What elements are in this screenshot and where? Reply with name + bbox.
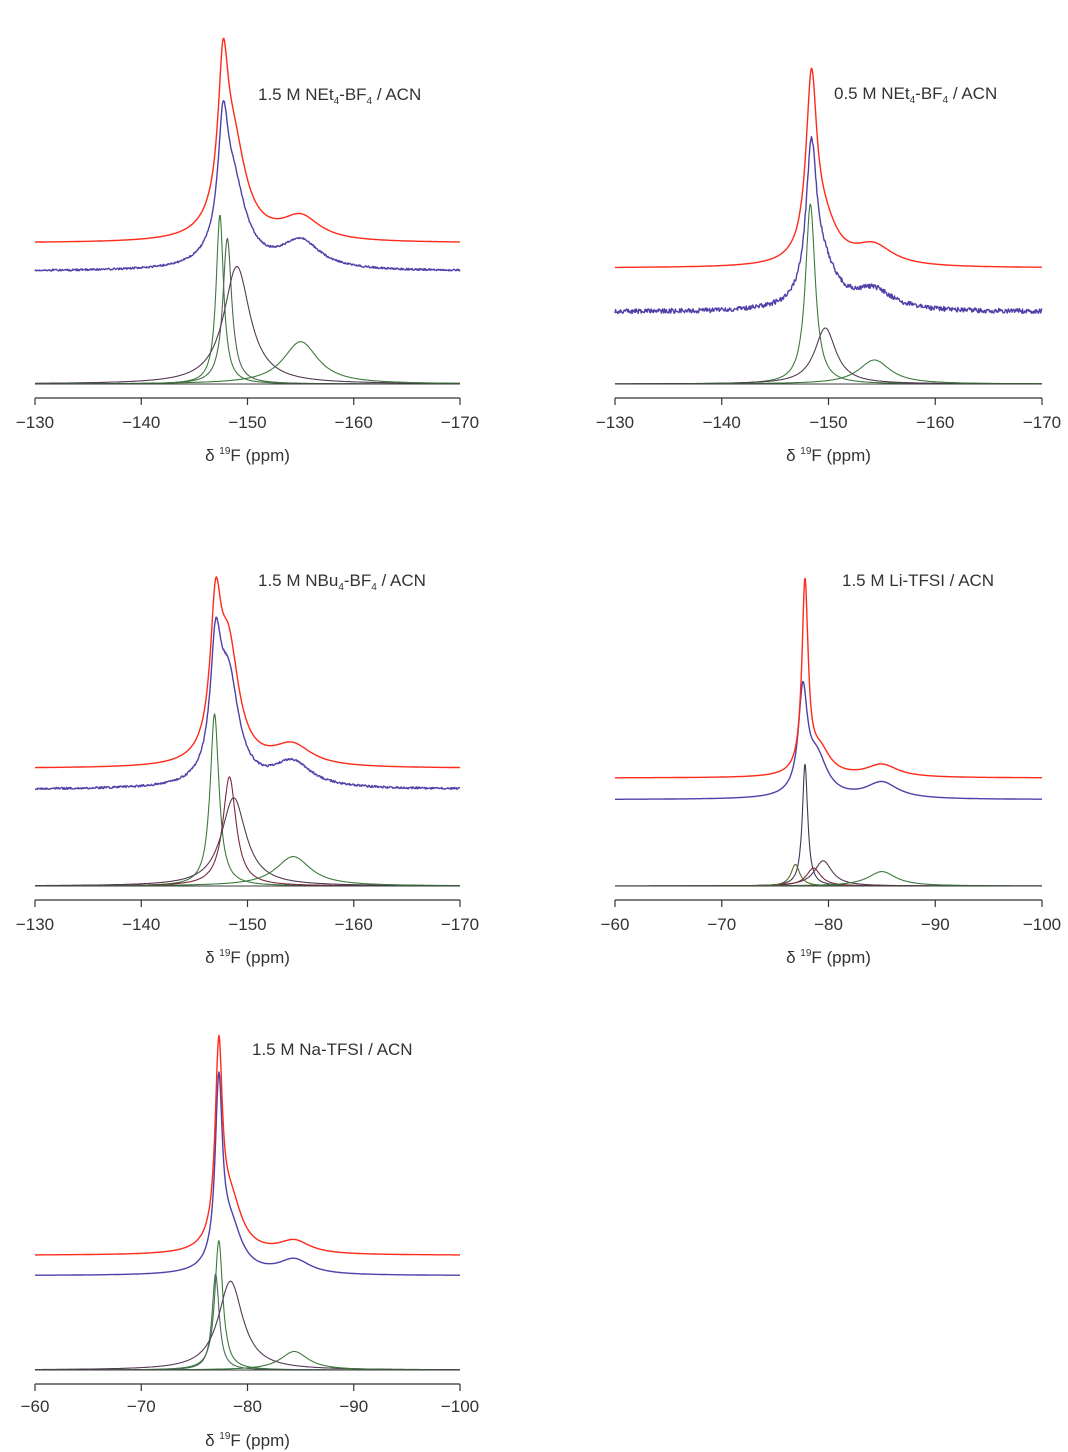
panel-title: 0.5 M NEt4-BF4 / ACN (834, 84, 997, 106)
fit-component-trace (35, 341, 460, 385)
x-tick-label: −170 (1023, 413, 1061, 432)
x-tick-label: −80 (233, 1397, 262, 1416)
panel-title: 1.5 M NEt4-BF4 / ACN (258, 85, 421, 107)
fit-component-trace (35, 1280, 460, 1371)
fit-component-trace (35, 1350, 460, 1371)
x-tick-label: −70 (127, 1397, 156, 1416)
fit-component-trace (35, 776, 460, 887)
x-tick-label: −140 (122, 413, 160, 432)
fit-component-trace (615, 327, 1042, 385)
x-axis-title: δ 19F (ppm) (205, 948, 290, 967)
x-tick-label: −90 (921, 915, 950, 934)
x-tick-label: −160 (335, 413, 373, 432)
panel-4: −60 −70 −80 −90 −100 δ 19F (ppm) 1.5 M Li-TFSI… (601, 571, 1062, 967)
x-tick-label: −130 (16, 413, 54, 432)
x-tick-label: −150 (228, 915, 266, 934)
x-tick-label: −140 (703, 413, 741, 432)
fit-component-trace (35, 797, 460, 887)
panel-3: −130 −140 −150 −160 −170 δ 19F (ppm) 1.5 M NBu… (16, 571, 479, 967)
panel-5: −60 −70 −80 −90 −100 δ 19F (ppm) 1.5 M Na-TFSI… (21, 1034, 479, 1450)
spectrum-trace (34, 37, 461, 243)
fit-component-trace (35, 1240, 460, 1371)
fit-component-trace (615, 863, 1042, 887)
x-tick-label: −150 (809, 413, 847, 432)
x-tick-label: −70 (707, 915, 736, 934)
x-tick-label: −90 (339, 1397, 368, 1416)
x-axis-title: δ 19F (ppm) (205, 446, 290, 465)
panel-title: 1.5 M Na-TFSI / ACN (252, 1040, 413, 1059)
fit-component-trace (615, 764, 1042, 887)
x-tick-label: −80 (814, 915, 843, 934)
spectrum-trace (34, 1034, 461, 1256)
panel-2: −130 −140 −150 −160 −170 δ 19F (ppm) 0.5 M NEt… (596, 67, 1061, 465)
x-tick-label: −100 (441, 1397, 479, 1416)
panel-title: 1.5 M NBu4-BF4 / ACN (258, 571, 426, 593)
x-tick-label: −160 (916, 413, 954, 432)
spectrum-trace (614, 577, 1043, 779)
fit-component-trace (35, 713, 460, 887)
fit-component-trace (35, 237, 460, 385)
spectrum-trace (614, 680, 1043, 800)
spectrum-trace (34, 576, 461, 769)
x-tick-label: −60 (601, 915, 630, 934)
x-tick-label: −170 (441, 915, 479, 934)
fit-component-trace (615, 203, 1042, 385)
panel-title: 1.5 M Li-TFSI / ACN (842, 571, 994, 590)
x-tick-label: −140 (122, 915, 160, 934)
x-tick-label: −160 (335, 915, 373, 934)
x-tick-label: −150 (228, 413, 266, 432)
spectrum-trace (614, 136, 1043, 315)
spectrum-trace (34, 1071, 461, 1276)
x-tick-label: −130 (596, 413, 634, 432)
x-tick-label: −60 (21, 1397, 50, 1416)
x-axis-title: δ 19F (ppm) (786, 446, 871, 465)
x-tick-label: −100 (1023, 915, 1061, 934)
x-axis-title: δ 19F (ppm) (786, 948, 871, 967)
fit-component-trace (35, 265, 460, 384)
x-tick-label: −170 (441, 413, 479, 432)
spectrum-trace (34, 616, 461, 791)
panel-1: −130 −140 −150 −160 −170 δ 19F (ppm) 1.5 M NEt… (16, 37, 479, 465)
fit-component-trace (615, 359, 1042, 385)
fit-component-trace (35, 1273, 460, 1371)
spectrum-trace (34, 100, 461, 272)
x-tick-label: −130 (16, 915, 54, 934)
spectrum-trace (614, 67, 1043, 269)
x-axis-title: δ 19F (ppm) (205, 1431, 290, 1450)
